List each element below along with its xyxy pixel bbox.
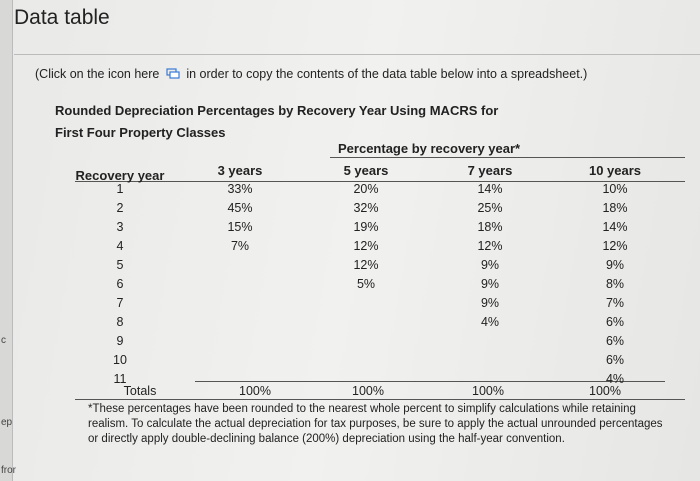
sidebar-fragment: fror xyxy=(1,465,16,476)
percentage-cell: 4% xyxy=(480,315,500,329)
recovery-year: 7 xyxy=(116,296,124,310)
title-rule xyxy=(14,54,700,55)
percentage-cell: 12% xyxy=(602,239,628,253)
percentage-cell: 12% xyxy=(353,239,379,253)
column-header: 3 years xyxy=(217,163,263,178)
recovery-year: 3 xyxy=(116,220,124,234)
table-title: First Four Property Classes xyxy=(55,125,226,140)
percentage-cell: 14% xyxy=(477,182,503,196)
copy-icon[interactable] xyxy=(166,68,180,79)
recovery-year: 6 xyxy=(116,277,124,291)
percentage-cell: 5% xyxy=(356,277,376,291)
totals-label: Totals xyxy=(123,384,157,398)
percentage-cell: 6% xyxy=(605,334,625,348)
total-cell: 100% xyxy=(589,384,621,398)
column-header: Recovery year xyxy=(75,168,165,183)
percentage-cell: 18% xyxy=(602,201,628,215)
footnote: *These percentages have been rounded to … xyxy=(88,403,663,445)
percentage-cell: 12% xyxy=(477,239,503,253)
percentage-cell: 7% xyxy=(605,296,625,310)
total-cell: 100% xyxy=(239,384,271,398)
column-header: 10 years xyxy=(588,163,642,178)
rule xyxy=(75,399,685,400)
percentage-cell: 10% xyxy=(602,182,628,196)
page-title: Data table xyxy=(14,6,110,29)
column-header: 7 years xyxy=(467,163,513,178)
recovery-year: 10 xyxy=(113,353,127,367)
recovery-year: 4 xyxy=(116,239,124,253)
percentage-cell: 20% xyxy=(353,182,379,196)
recovery-year: 9 xyxy=(116,334,124,348)
column-header: 5 years xyxy=(343,163,389,178)
rule xyxy=(330,157,685,158)
recovery-year: 2 xyxy=(116,201,124,215)
percentage-cell: 14% xyxy=(602,220,628,234)
total-cell: 100% xyxy=(352,384,384,398)
percentage-cell: 9% xyxy=(480,258,500,272)
percentage-cell: 4% xyxy=(605,372,625,386)
percentage-cell: 6% xyxy=(605,315,625,329)
percentage-cell: 15% xyxy=(227,220,253,234)
percentage-cell: 9% xyxy=(480,296,500,310)
percentage-cell: 18% xyxy=(477,220,503,234)
total-cell: 100% xyxy=(472,384,504,398)
percentage-cell: 19% xyxy=(353,220,379,234)
percentage-cell: 7% xyxy=(230,239,250,253)
group-header: Percentage by recovery year* xyxy=(338,141,521,156)
percentage-cell: 33% xyxy=(227,182,253,196)
table-title: Rounded Depreciation Percentages by Reco… xyxy=(55,103,499,118)
sidebar xyxy=(0,0,13,481)
recovery-year: 1 xyxy=(116,182,124,196)
sidebar-fragment: c xyxy=(1,335,6,346)
rule xyxy=(75,181,685,182)
instruction-text: (Click on the icon here xyxy=(35,67,160,81)
percentage-cell: 45% xyxy=(227,201,253,215)
percentage-cell: 32% xyxy=(353,201,379,215)
recovery-year: 11 xyxy=(113,372,127,386)
instruction: (Click on the icon here in order to copy… xyxy=(35,67,587,81)
recovery-year: 8 xyxy=(116,315,124,329)
percentage-cell: 9% xyxy=(605,258,625,272)
percentage-cell: 6% xyxy=(605,353,625,367)
percentage-cell: 9% xyxy=(480,277,500,291)
rule xyxy=(195,381,665,382)
instruction-text: in order to copy the contents of the dat… xyxy=(186,67,588,81)
percentage-cell: 25% xyxy=(477,201,503,215)
percentage-cell: 12% xyxy=(353,258,379,272)
recovery-year: 5 xyxy=(116,258,124,272)
sidebar-fragment: ep xyxy=(1,417,13,428)
percentage-cell: 8% xyxy=(605,277,625,291)
